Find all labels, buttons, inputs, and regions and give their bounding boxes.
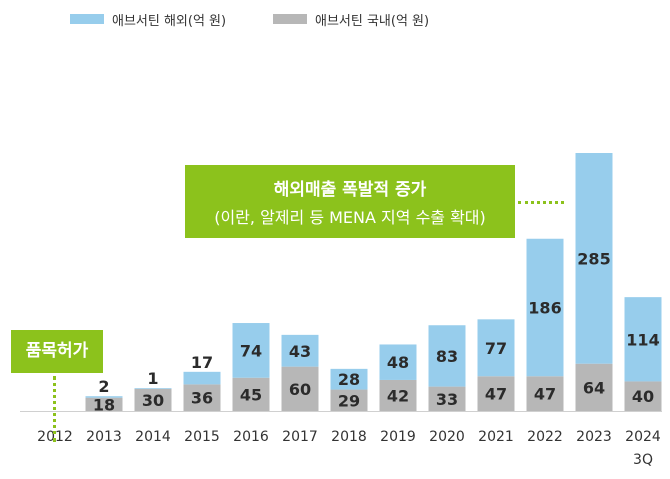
bar-overseas (183, 371, 221, 385)
bar-overseas (232, 323, 270, 378)
data-label-overseas: 83 (436, 347, 458, 366)
data-label-overseas: 186 (528, 299, 561, 318)
data-label-overseas: 48 (387, 353, 409, 372)
callout-dotted-connector (518, 201, 564, 204)
data-label-domestic: 64 (583, 378, 605, 397)
approval-dotted-connector (53, 376, 56, 442)
bar-domestic (526, 376, 564, 411)
x-tick-label: 3Q (633, 452, 653, 468)
legend-item-overseas: 애브서틴 해외(억 원) (70, 10, 226, 29)
data-label-overseas: 114 (626, 330, 659, 349)
x-tick-label: 2022 (527, 429, 563, 445)
bar-domestic (428, 386, 466, 411)
data-label-domestic: 47 (485, 385, 507, 404)
x-tick-label: 2016 (233, 429, 269, 445)
x-tick-label: 2017 (282, 429, 318, 445)
x-tick-label: 2024 (625, 429, 661, 445)
bar-domestic (575, 363, 613, 411)
data-label-overseas: 43 (289, 342, 311, 361)
bar-overseas (575, 153, 613, 364)
callout-detail: (이란, 알제리 등 MENA 지역 수출 확대) (214, 208, 486, 227)
bar-overseas (85, 396, 123, 398)
data-label-overseas: 17 (191, 353, 213, 372)
callout-headline: 해외매출 폭발적 증가 (273, 180, 427, 200)
data-label-domestic: 45 (240, 385, 262, 404)
bar-domestic (134, 388, 172, 411)
bar-domestic (85, 397, 123, 411)
legend-swatch-overseas (70, 14, 104, 24)
legend-swatch-domestic (273, 14, 307, 24)
data-label-overseas: 1 (147, 369, 158, 388)
x-tick-label: 2014 (135, 429, 171, 445)
bar-domestic (477, 376, 515, 411)
bar-domestic (379, 379, 417, 411)
data-label-overseas: 28 (338, 370, 360, 389)
x-tick-label: 2015 (184, 429, 220, 445)
bar-overseas (428, 325, 466, 387)
bar-domestic (624, 381, 662, 411)
bar-overseas (477, 319, 515, 377)
x-tick-label: 2020 (429, 429, 465, 445)
x-tick-label: 2019 (380, 429, 416, 445)
x-tick-label: 2013 (86, 429, 122, 445)
legend-item-domestic: 애브서틴 국내(억 원) (273, 10, 429, 29)
bar-domestic (232, 377, 270, 411)
data-label-domestic: 40 (632, 387, 654, 406)
bar-overseas (330, 368, 368, 390)
bar-overseas (281, 334, 319, 367)
data-label-domestic: 18 (93, 395, 115, 414)
legend-label-overseas: 애브서틴 해외(억 원) (112, 13, 227, 29)
bar-domestic (330, 389, 368, 411)
x-tick-label: 2018 (331, 429, 367, 445)
bar-overseas (526, 238, 564, 377)
data-label-domestic: 42 (387, 386, 409, 405)
overseas-growth-callout: 해외매출 폭발적 증가 (이란, 알제리 등 MENA 지역 수출 확대) (185, 165, 515, 238)
data-label-overseas: 74 (240, 341, 262, 360)
data-label-domestic: 30 (142, 391, 164, 410)
data-label-domestic: 60 (289, 380, 311, 399)
legend-label-domestic: 애브서틴 국내(억 원) (315, 13, 430, 29)
approval-callout: 품목허가 (11, 330, 103, 373)
data-label-overseas: 285 (577, 249, 610, 268)
data-label-overseas: 2 (98, 377, 109, 396)
x-tick-label: 2023 (576, 429, 612, 445)
bar-domestic (183, 384, 221, 411)
bar-domestic (281, 366, 319, 411)
data-label-domestic: 29 (338, 391, 360, 410)
data-label-domestic: 47 (534, 385, 556, 404)
data-label-domestic: 33 (436, 390, 458, 409)
bar-overseas (624, 297, 662, 382)
data-label-overseas: 77 (485, 339, 507, 358)
bar-overseas (134, 388, 172, 389)
data-label-domestic: 36 (191, 389, 213, 408)
bar-overseas (379, 344, 417, 380)
x-tick-label: 2021 (478, 429, 514, 445)
